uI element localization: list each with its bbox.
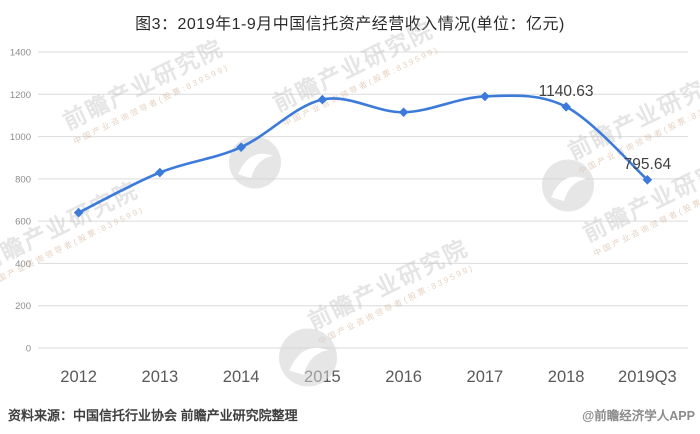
- data-point-marker: [480, 91, 490, 102]
- series-line: [77, 94, 649, 214]
- x-axis-tick-label: 2012: [60, 368, 97, 386]
- data-point-label: 795.64: [624, 156, 672, 173]
- x-axis-tick-label: 2013: [142, 368, 179, 386]
- y-axis-tick-label: 400: [15, 259, 31, 270]
- data-point-marker: [317, 94, 328, 105]
- y-axis-tick-label: 0: [26, 344, 31, 355]
- data-point-marker: [73, 207, 84, 218]
- credit-note: @前瞻经济学人APP: [582, 409, 695, 423]
- x-axis-tick-label: 2016: [385, 368, 422, 386]
- data-point-marker: [642, 174, 653, 185]
- y-axis-tick-label: 1400: [10, 48, 31, 59]
- data-point-marker: [236, 142, 246, 152]
- data-point-marker: [155, 167, 165, 178]
- y-axis-tick-label: 1000: [10, 132, 31, 143]
- y-axis-tick-label: 200: [15, 301, 31, 312]
- data-point-marker: [398, 107, 409, 118]
- source-note: 资料来源：中国信托行业协会 前瞻产业研究院整理: [8, 408, 298, 423]
- data-point-marker: [561, 102, 571, 112]
- chart-title: 图3：2019年1-9月中国信托资产经营收入情况(单位：亿元): [135, 16, 565, 33]
- x-axis-tick-label: 2017: [467, 368, 504, 386]
- y-axis-tick-label: 800: [15, 174, 31, 185]
- x-axis-tick-label: 2019Q3: [618, 368, 677, 386]
- x-axis-tick-label: 2018: [548, 368, 585, 386]
- x-axis-tick-label: 2014: [223, 368, 260, 386]
- y-axis-tick-label: 600: [15, 217, 31, 228]
- y-axis-tick-label: 1200: [10, 90, 31, 101]
- data-point-label: 1140.63: [539, 83, 594, 100]
